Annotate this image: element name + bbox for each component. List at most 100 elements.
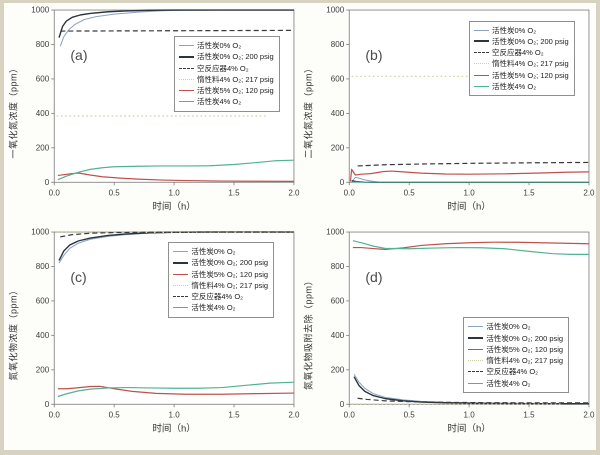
y-tick-label: 800 — [36, 262, 50, 271]
x-tick-label: 1.5 — [523, 188, 535, 197]
legend-line-sample — [474, 74, 489, 76]
legend-d: 活性炭0% O₂ 活性炭0% O₂; 200 psig 活性炭5% O₂; 120 … — [463, 317, 570, 393]
legend-item: 活性炭0% O₂ — [173, 246, 268, 257]
x-tick-label: 1.0 — [464, 410, 476, 419]
x-axis-label: 时间（h） — [447, 200, 491, 212]
series-line — [57, 172, 294, 182]
x-tick-label: 1.0 — [464, 188, 476, 197]
legend-line-sample — [468, 360, 484, 362]
y-tick-label: 1000 — [326, 6, 344, 15]
x-axis-label: 时间（h） — [152, 200, 196, 212]
legend-label: 活性炭5% O₂; 120 psig — [486, 344, 564, 354]
y-axis-label-wrap-d: 氮氧化物吸附去除（ppm） — [300, 227, 315, 449]
y-axis-label-a: 一氧化氮浓度（ppm） — [8, 63, 18, 159]
x-tick-label: 0.5 — [109, 188, 121, 197]
x-tick-label: 2.0 — [583, 188, 595, 197]
series-line — [357, 397, 589, 403]
legend-label: 活性炭4% O₂ — [197, 97, 242, 107]
legend-a: 活性炭0% O₂ 活性炭0% O₂; 200 psig 空反应器4% O₂ 惰性料4%… — [174, 36, 280, 112]
y-tick-label: 800 — [331, 262, 345, 271]
legend-label: 惰性料4% O₂; 217 psig — [486, 356, 564, 366]
legend-item: 活性炭0% O₂ — [474, 25, 569, 36]
y-axis-label-wrap-b: 二氧化氮浓度（ppm） — [300, 5, 315, 227]
legend-item: 惰性料4% O₂; 217 psig — [179, 74, 274, 85]
y-tick-label: 400 — [331, 109, 345, 118]
legend-label: 活性炭5% O₂; 120 psig — [191, 269, 269, 279]
legend-line-sample — [179, 45, 194, 47]
series-line — [60, 230, 294, 237]
x-axis-label: 时间（h） — [152, 422, 196, 434]
legend-item: 空反应器4% O₂ — [474, 47, 569, 58]
y-tick-label: 200 — [36, 143, 50, 152]
y-axis-label-wrap-c: 氮氧化物浓度（ppm） — [5, 227, 20, 449]
legend-item: 活性炭4% O₂ — [173, 302, 268, 313]
y-tick-label: 1000 — [31, 227, 49, 236]
legend-label: 空反应器4% O₂ — [492, 48, 544, 57]
legend-label: 惰性料4% O₂; 217 psig — [197, 74, 274, 84]
legend-line-sample — [173, 261, 189, 264]
legend-label: 活性炭0% O₂; 200 psig — [486, 333, 564, 343]
x-tick-label: 1.5 — [228, 410, 240, 419]
legend-item: 活性炭0% O₂; 200 psig — [474, 36, 569, 47]
series-line — [60, 29, 294, 32]
legend-line-sample — [474, 52, 489, 54]
legend-label: 空反应器4% O₂ — [191, 292, 244, 301]
series-line — [352, 239, 589, 255]
legend-line-sample — [468, 382, 484, 384]
series-line — [57, 385, 294, 395]
y-tick-label: 400 — [331, 330, 345, 339]
x-tick-label: 1.5 — [228, 188, 240, 197]
legend-b: 活性炭0% O₂ 活性炭0% O₂; 200 psig 空反应器4% O₂ 惰性料4%… — [469, 20, 575, 96]
legend-label: 活性炭0% O₂ — [492, 25, 537, 35]
series-line — [58, 9, 294, 38]
legend-label: 活性炭5% O₂; 120 psig — [492, 70, 569, 80]
legend-line-sample — [474, 85, 489, 87]
y-axis-label-c: 氮氧化物浓度（ppm） — [8, 285, 18, 381]
y-tick-label: 0 — [45, 399, 50, 408]
legend-line-sample — [179, 90, 194, 92]
legend-item: 活性炭5% O₂; 120 psig — [173, 269, 268, 280]
legend-line-sample — [179, 78, 194, 80]
legend-item: 活性炭5% O₂; 120 psig — [179, 85, 274, 96]
x-tick-label: 0.0 — [49, 188, 61, 197]
panel-letter-b: (b) — [365, 47, 383, 64]
y-tick-label: 600 — [36, 296, 50, 305]
legend-label: 活性炭0% O₂ — [197, 41, 242, 50]
legend-line-sample — [173, 284, 189, 286]
y-tick-label: 600 — [331, 296, 345, 305]
series-line — [349, 168, 589, 182]
panel-c: 氮氧化物浓度（ppm） 0 200 400 600 800 1000 0.0 0.5 1.0 1.… — [5, 227, 300, 449]
legend-item: 活性炭0% O₂ — [179, 40, 274, 51]
legend-item: 空反应器4% O₂ — [173, 291, 268, 302]
legend-label: 活性炭5% O₂; 120 psig — [197, 86, 274, 95]
x-tick-label: 0.0 — [344, 410, 356, 419]
x-tick-label: 0.5 — [109, 410, 121, 419]
legend-c: 活性炭0% O₂ 活性炭0% O₂; 200 psig 活性炭5% O₂; 120 … — [168, 242, 275, 318]
plot-area-c: 0 200 400 600 800 1000 0.0 0.5 1.0 1.5 2.0 时间（h） (c… — [20, 227, 300, 449]
legend-item: 空反应器4% O₂ — [179, 63, 274, 74]
legend-line-sample — [173, 307, 189, 309]
y-tick-label: 1000 — [326, 227, 344, 236]
legend-line-sample — [173, 296, 189, 298]
legend-line-sample — [179, 101, 194, 103]
x-tick-label: 1.0 — [169, 410, 181, 419]
plot-area-d: 0 200 400 600 800 1000 0.0 0.5 1.0 1.5 2.0 时间（h） (d… — [315, 227, 595, 449]
legend-line-sample — [468, 371, 484, 373]
legend-label: 惰性料4% O₂; 217 psig — [191, 280, 269, 290]
legend-line-sample — [468, 326, 484, 328]
series-line — [353, 375, 589, 404]
legend-label: 活性炭4% O₂ — [486, 378, 531, 388]
y-tick-label: 400 — [36, 330, 50, 339]
legend-item: 惰性料4% O₂; 217 psig — [468, 355, 563, 366]
y-tick-label: 1000 — [31, 6, 49, 15]
legend-item: 活性炭0% O₂ — [468, 321, 563, 332]
legend-line-sample — [179, 55, 194, 58]
legend-line-sample — [474, 63, 489, 65]
legend-item: 活性炭4% O₂ — [179, 96, 274, 107]
x-tick-label: 2.0 — [583, 410, 595, 419]
legend-item: 活性炭4% O₂ — [474, 81, 569, 92]
x-tick-label: 0.5 — [404, 188, 416, 197]
legend-label: 空反应器4% O₂ — [197, 63, 249, 73]
series-line — [352, 241, 589, 250]
